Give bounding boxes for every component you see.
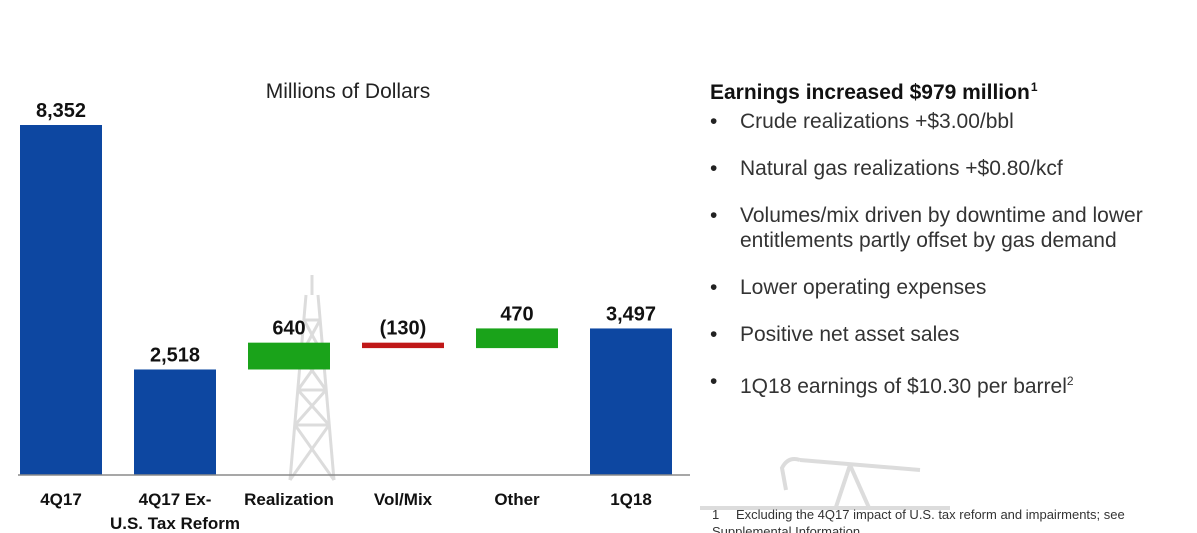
bullet-item: Volumes/mix driven by downtime and lower… — [710, 203, 1197, 253]
category-label: Other — [494, 490, 540, 509]
bullet-text: Volumes/mix driven by downtime and lower… — [740, 204, 1143, 252]
bullet-item: Natural gas realizations +$0.80/kcf — [710, 156, 1197, 181]
footnote-number: 1 — [712, 507, 720, 522]
bar-total — [134, 369, 216, 475]
data-label: 470 — [500, 303, 533, 325]
data-label: 8,352 — [36, 100, 86, 122]
data-label: (130) — [380, 318, 427, 340]
data-label: 640 — [272, 318, 305, 340]
bar-total — [20, 125, 102, 475]
bullet-text: Crude realizations +$3.00/bbl — [740, 110, 1014, 133]
category-label: 4Q17 — [40, 490, 82, 509]
bullet-footnote-mark: 2 — [1066, 374, 1074, 388]
bullet-list: Crude realizations +$3.00/bbl Natural gas… — [710, 109, 1197, 399]
panel-title-footnote-mark: 1 — [1030, 80, 1038, 94]
bullet-item: Positive net asset sales — [710, 322, 1197, 347]
category-label: U.S. Tax Reform — [110, 514, 240, 533]
category-label: Vol/Mix — [374, 490, 433, 509]
category-label: Realization — [244, 490, 334, 509]
bullet-text: Natural gas realizations +$0.80/kcf — [740, 157, 1063, 180]
bullet-item: 1Q18 earnings of $10.30 per barrel2 — [710, 369, 1197, 399]
footnote: 1 Excluding the 4Q17 impact of U.S. tax r… — [712, 506, 1192, 533]
bullet-item: Lower operating expenses — [710, 275, 1197, 300]
data-label: 3,497 — [606, 303, 656, 325]
earnings-panel: Earnings increased $979 million1 Crude r… — [710, 80, 1197, 421]
bar-delta — [476, 328, 558, 349]
pumpjack-icon — [700, 457, 950, 510]
footnote-text: Excluding the 4Q17 impact of U.S. tax re… — [712, 507, 1125, 533]
category-label: 4Q17 Ex- — [139, 490, 212, 509]
waterfall-chart: 8,352 4Q17 2,518 4Q17 Ex- U.S. Tax Reform 640… — [18, 100, 690, 533]
unit-label: Millions of Dollars — [265, 80, 431, 103]
category-label: 1Q18 — [610, 490, 652, 509]
bullet-text: Lower operating expenses — [740, 276, 987, 299]
data-label: 2,518 — [150, 344, 200, 366]
bullet-text: 1Q18 earnings of $10.30 per barrel — [740, 375, 1067, 398]
bullet-item: Crude realizations +$3.00/bbl — [710, 109, 1197, 134]
panel-title-text: Earnings increased $979 million — [710, 81, 1030, 104]
bar-total — [590, 328, 672, 475]
bar-delta — [362, 342, 444, 349]
panel-title: Earnings increased $979 million1 — [710, 80, 1197, 105]
bullet-text: Positive net asset sales — [740, 323, 960, 346]
bar-delta — [248, 342, 330, 370]
